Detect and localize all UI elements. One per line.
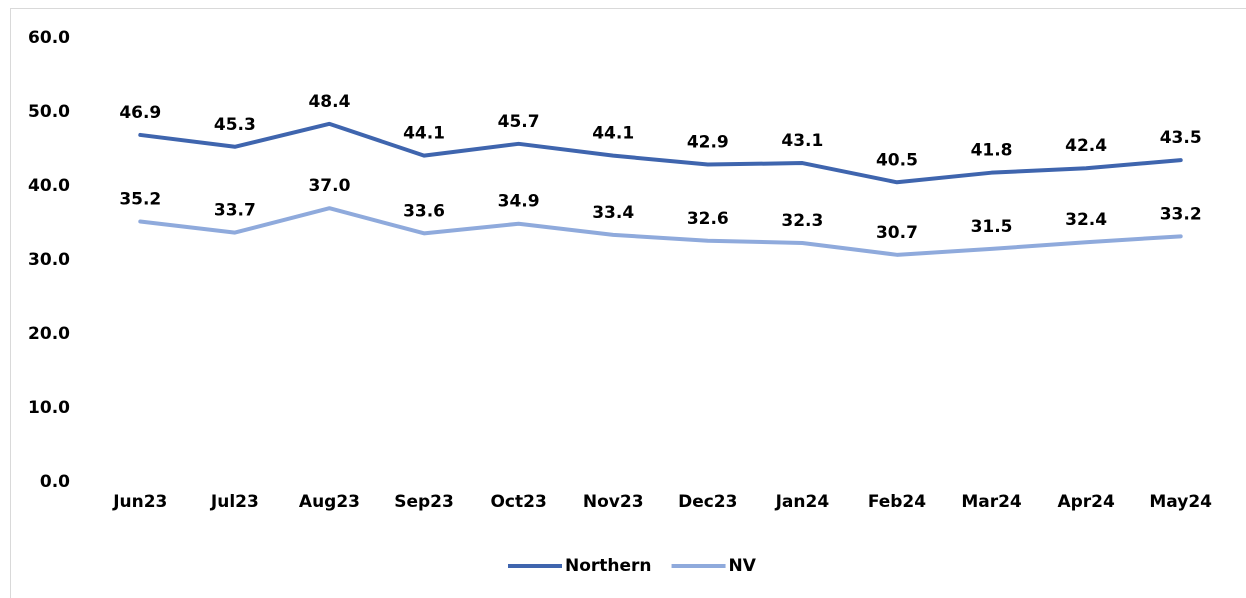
data-label: 40.5: [876, 150, 918, 170]
chart-border: [10, 8, 1246, 598]
data-label: 31.5: [971, 217, 1013, 237]
series-line: [138, 206, 1183, 257]
data-label: 30.7: [876, 223, 918, 243]
series-line: [138, 121, 1183, 185]
data-label: 33.7: [214, 201, 256, 221]
y-tick-label: 60.0: [28, 28, 70, 48]
data-label: 34.9: [498, 192, 540, 212]
x-tick-label: Feb24: [868, 492, 926, 512]
x-tick-label: Mar24: [961, 492, 1022, 512]
x-tick-label: Jul23: [210, 492, 259, 512]
data-label: 45.7: [498, 112, 540, 132]
x-tick-label: May24: [1149, 492, 1212, 512]
x-tick-label: Jan24: [775, 492, 830, 512]
data-label: 44.1: [592, 124, 634, 144]
data-label: 35.2: [119, 190, 161, 210]
data-label: 48.4: [308, 92, 350, 112]
data-label: 32.6: [687, 209, 729, 229]
data-label: 32.4: [1065, 210, 1107, 230]
x-tick-label: Apr24: [1057, 492, 1115, 512]
x-tick-label: Sep23: [394, 492, 454, 512]
x-tick-label: Jun23: [112, 492, 167, 512]
y-tick-label: 30.0: [28, 250, 70, 270]
data-label: 43.1: [781, 131, 823, 151]
data-label: 37.0: [308, 176, 350, 196]
data-label: 42.9: [687, 133, 729, 153]
data-label: 46.9: [119, 103, 161, 123]
y-tick-label: 10.0: [28, 398, 70, 418]
x-tick-label: Oct23: [490, 492, 546, 512]
data-label: 33.4: [592, 203, 634, 223]
data-label: 33.2: [1160, 204, 1202, 224]
y-tick-label: 40.0: [28, 176, 70, 196]
data-label: 32.3: [781, 211, 823, 231]
y-tick-label: 20.0: [28, 324, 70, 344]
x-tick-label: Aug23: [299, 492, 360, 512]
data-label: 44.1: [403, 124, 445, 144]
y-tick-label: 50.0: [28, 102, 70, 122]
data-label: 33.6: [403, 201, 445, 221]
data-label: 42.4: [1065, 136, 1107, 156]
legend-label: Northern: [565, 556, 652, 576]
legend-label: NV: [729, 556, 757, 576]
y-tick-label: 0.0: [40, 472, 70, 492]
x-tick-label: Dec23: [678, 492, 737, 512]
data-label: 45.3: [214, 115, 256, 135]
data-label: 41.8: [971, 141, 1013, 161]
x-tick-label: Nov23: [583, 492, 644, 512]
data-label: 43.5: [1160, 128, 1202, 148]
